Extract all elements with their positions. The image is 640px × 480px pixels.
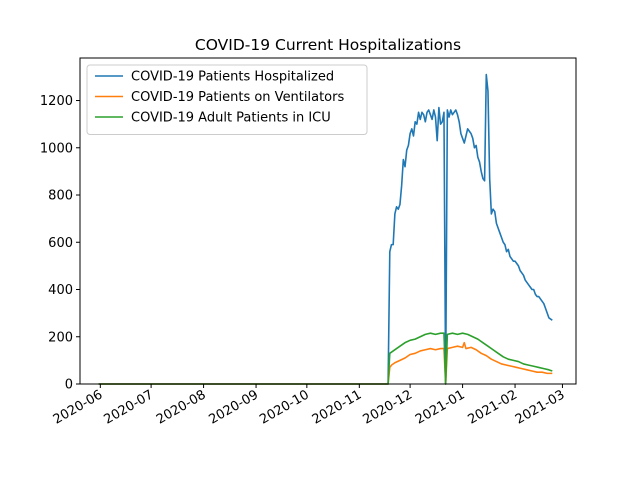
y-tick-label: 200 bbox=[48, 330, 73, 345]
y-tick-label: 800 bbox=[48, 189, 73, 204]
y-axis: 0 200 400 600 800 1000 1200 bbox=[40, 94, 80, 393]
y-tick-label: 600 bbox=[48, 236, 73, 251]
legend-label: COVID-19 Patients on Ventilators bbox=[131, 90, 344, 105]
plot-frame bbox=[79, 57, 577, 385]
legend-box bbox=[86, 64, 368, 135]
y-tick-label: 1200 bbox=[40, 94, 73, 109]
series-layer bbox=[98, 73, 553, 385]
series-line-3 bbox=[98, 332, 553, 385]
chart-title: COVID-19 Current Hospitalizations bbox=[195, 36, 461, 54]
legend-label: COVID-19 Adult Patients in ICU bbox=[131, 111, 331, 126]
series-line-2 bbox=[98, 341, 553, 385]
y-tick-label: 1000 bbox=[40, 141, 73, 156]
y-tick-label: 400 bbox=[48, 283, 73, 298]
legend: COVID-19 Patients Hospitalized COVID-19 P… bbox=[86, 64, 368, 135]
series-line-1 bbox=[98, 73, 553, 385]
y-tick-label: 0 bbox=[65, 378, 73, 393]
legend-label: COVID-19 Patients Hospitalized bbox=[131, 70, 334, 85]
